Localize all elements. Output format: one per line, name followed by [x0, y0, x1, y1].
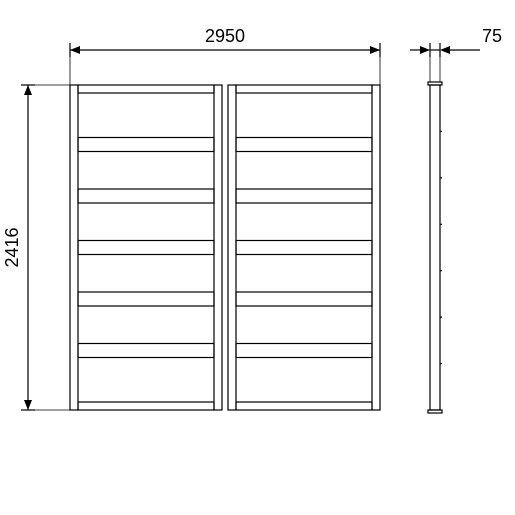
front-shelf-rail-right [236, 241, 372, 255]
side-cap-bot [428, 410, 442, 413]
dim-arrow [70, 46, 80, 54]
front-top-rail-right [236, 85, 372, 93]
front-center-post-left [214, 85, 222, 410]
front-bottom-rail-left [78, 402, 214, 410]
front-left-post [70, 85, 78, 410]
front-top-rail-left [78, 85, 214, 93]
side-view-body [430, 85, 440, 410]
front-bottom-rail-right [236, 402, 372, 410]
dim-arrow [370, 46, 380, 54]
side-cap-top [428, 82, 442, 85]
front-shelf-rail-right [236, 344, 372, 358]
dim-arrow [24, 400, 32, 410]
dim-arrow [24, 85, 32, 95]
front-shelf-rail-right [236, 292, 372, 306]
front-shelf-rail-left [78, 138, 214, 152]
front-center-post-right [228, 85, 236, 410]
dim-arrow [440, 46, 450, 54]
dim-arrow [420, 46, 430, 54]
front-shelf-rail-left [78, 189, 214, 203]
dim-height-label: 2416 [2, 227, 22, 267]
dim-depth-label: 75 [482, 26, 502, 46]
front-shelf-rail-left [78, 292, 214, 306]
front-shelf-rail-left [78, 241, 214, 255]
front-right-post [372, 85, 380, 410]
front-shelf-rail-right [236, 189, 372, 203]
front-shelf-rail-left [78, 344, 214, 358]
dim-width-label: 2950 [205, 26, 245, 46]
front-shelf-rail-right [236, 138, 372, 152]
